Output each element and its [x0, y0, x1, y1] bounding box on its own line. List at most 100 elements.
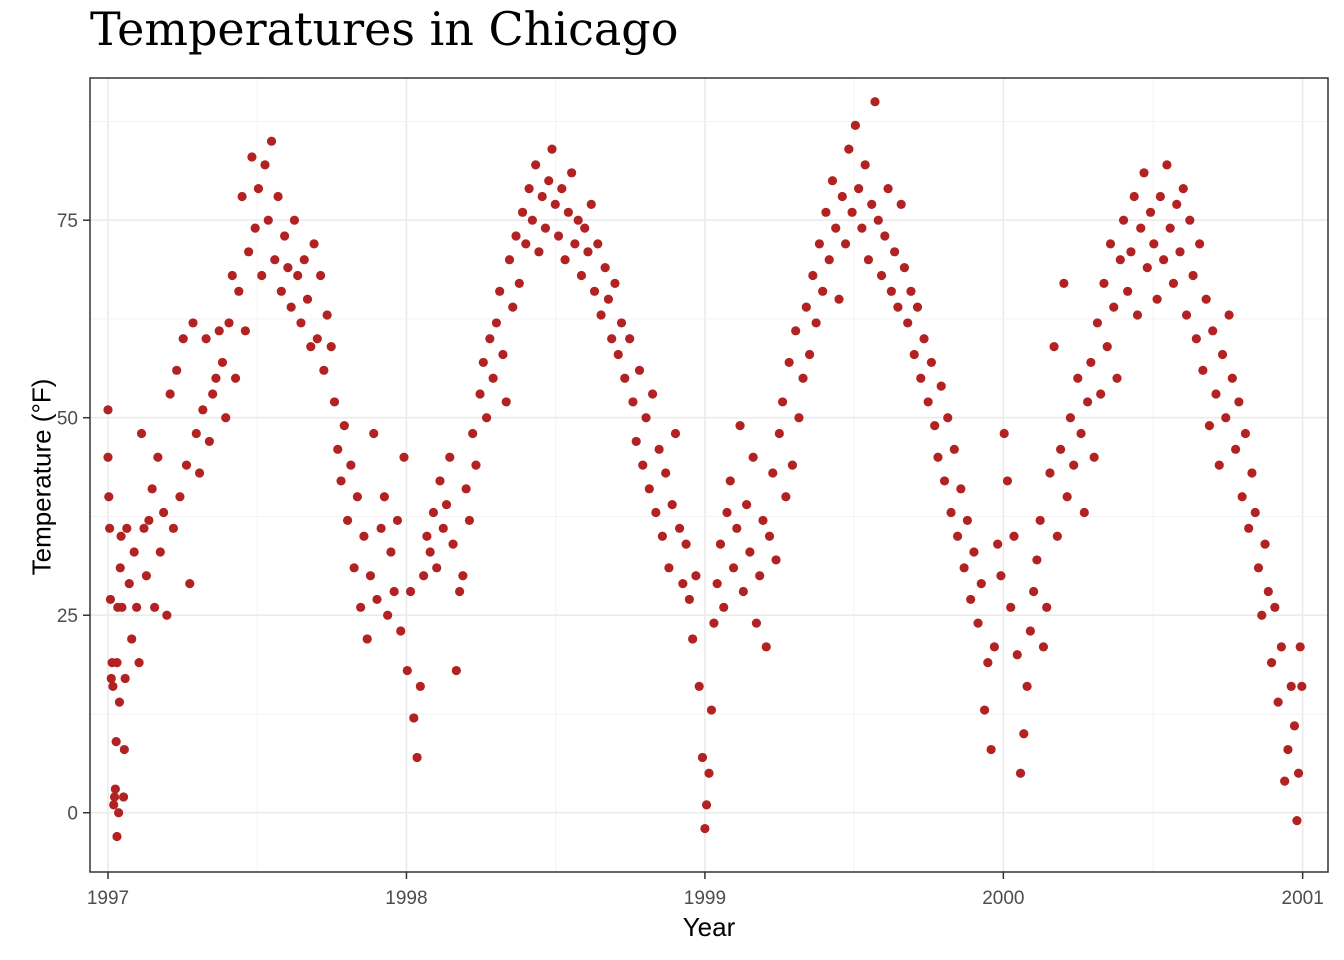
data-point: [801, 302, 811, 312]
data-point: [1204, 421, 1215, 431]
data-point: [412, 752, 422, 763]
data-point: [681, 539, 691, 549]
data-point: [227, 270, 237, 281]
data-point: [122, 523, 132, 533]
data-point: [1002, 476, 1013, 486]
data-point: [628, 397, 638, 407]
data-point: [1096, 389, 1106, 399]
data-point: [127, 634, 137, 644]
data-point: [600, 263, 610, 273]
data-point: [952, 531, 963, 541]
data-point: [342, 515, 353, 526]
data-point: [1162, 160, 1172, 170]
data-point: [399, 452, 409, 462]
data-point: [537, 191, 547, 202]
data-point: [580, 223, 590, 233]
data-point: [336, 476, 346, 486]
data-point: [495, 286, 505, 296]
data-point: [840, 239, 851, 249]
data-point: [758, 515, 768, 526]
data-point: [966, 594, 976, 605]
data-point: [1214, 460, 1224, 470]
y-tick-label: 75: [57, 211, 78, 232]
data-point: [751, 618, 762, 628]
data-point: [1253, 563, 1264, 573]
data-point: [346, 460, 356, 470]
data-point: [1195, 239, 1205, 249]
data-point: [106, 673, 116, 684]
data-point: [263, 215, 273, 225]
data-point: [616, 318, 627, 328]
data-point: [105, 523, 115, 533]
data-point: [1062, 492, 1072, 502]
data-point: [124, 579, 134, 589]
data-point: [1089, 452, 1099, 462]
data-point: [386, 547, 396, 557]
data-point: [1092, 318, 1103, 328]
data-point: [1129, 191, 1139, 202]
data-point: [531, 160, 541, 170]
x-tick-label: 2001: [1282, 888, 1324, 909]
x-axis-title: Year: [682, 912, 736, 942]
data-point: [134, 658, 144, 668]
data-point: [129, 547, 139, 557]
data-point: [704, 768, 714, 778]
data-point: [181, 460, 192, 470]
data-point: [339, 421, 349, 431]
data-point: [1244, 523, 1254, 533]
data-point: [1185, 215, 1195, 225]
data-point: [777, 397, 788, 407]
data-point: [165, 389, 175, 399]
data-point: [201, 334, 211, 344]
data-point: [1139, 168, 1149, 178]
data-point: [774, 428, 784, 439]
data-point: [273, 191, 283, 202]
data-point: [286, 302, 296, 312]
data-point: [504, 255, 515, 265]
data-point: [625, 334, 635, 344]
data-point: [1073, 373, 1083, 383]
data-point: [890, 247, 900, 257]
data-point: [837, 191, 847, 202]
data-point: [1042, 602, 1052, 612]
data-point: [880, 231, 890, 241]
data-point: [631, 436, 641, 447]
data-point: [211, 373, 221, 383]
data-point: [761, 642, 771, 652]
data-point: [322, 310, 332, 320]
data-point: [936, 381, 946, 391]
data-point: [237, 191, 247, 202]
data-point: [784, 357, 794, 368]
data-point: [684, 594, 694, 605]
data-point: [112, 658, 122, 668]
data-point: [576, 270, 587, 281]
data-point: [432, 563, 442, 573]
data-point: [1292, 816, 1302, 826]
data-point: [114, 808, 124, 818]
data-point: [1132, 310, 1143, 320]
data-point: [647, 389, 658, 399]
data-point: [962, 515, 972, 526]
data-point: [745, 547, 755, 557]
data-point: [867, 199, 877, 210]
data-point: [1115, 255, 1125, 265]
data-point: [1083, 397, 1093, 407]
data-point: [365, 571, 376, 581]
data-point: [791, 326, 801, 336]
data-point: [224, 318, 234, 328]
data-point: [1295, 642, 1305, 652]
data-point: [1012, 650, 1022, 660]
data-point: [735, 421, 745, 431]
data-point: [1099, 278, 1109, 289]
data-point: [610, 278, 620, 289]
data-point: [481, 413, 492, 423]
data-point: [712, 579, 722, 589]
data-point: [104, 492, 114, 502]
data-point: [356, 602, 366, 612]
data-point: [787, 460, 798, 470]
data-point: [108, 681, 118, 691]
data-point: [276, 286, 286, 296]
data-point: [112, 831, 122, 842]
data-point: [613, 349, 623, 360]
data-point: [818, 286, 828, 296]
